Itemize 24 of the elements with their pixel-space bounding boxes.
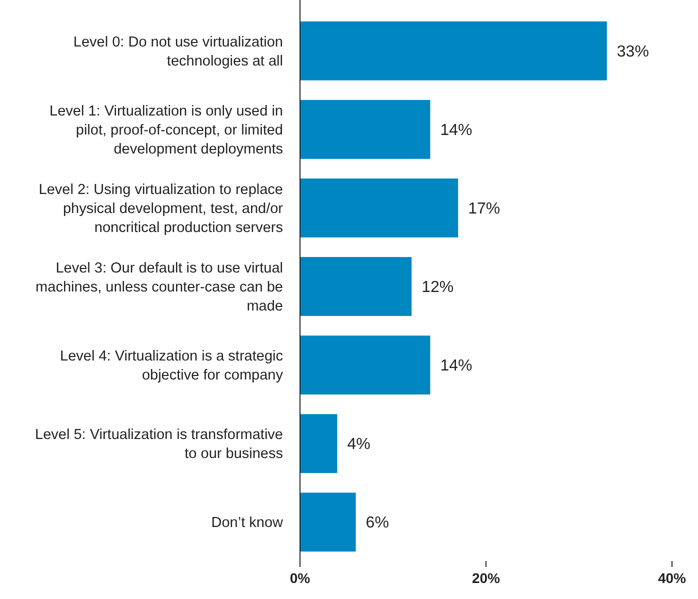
data-label: 12% xyxy=(422,279,454,296)
x-tick-label: 0% xyxy=(290,570,311,586)
data-label: 14% xyxy=(440,122,472,140)
data-label: 6% xyxy=(366,514,389,532)
y-tick-label: Level 3: Our default is to use virtual machines, unless counter-case can be made xyxy=(36,260,283,315)
y-tick-label: Level 5: Virtualization is transformative to our business xyxy=(35,427,283,462)
bar xyxy=(300,336,430,394)
x-tick-label: 20% xyxy=(472,570,501,586)
bar xyxy=(300,257,412,316)
bar xyxy=(300,492,356,552)
data-label: 4% xyxy=(347,436,370,454)
y-tick-label: Level 2: Using virtualization to replace physical development, test, and/or noncritical production servers xyxy=(38,182,284,236)
y-tick-label: Level 1: Virtualization is only used in pilot, proof-of-concept, or limited development deployments xyxy=(50,103,283,158)
y-tick-label: Level 4: Virtualization is a strategic objective for company xyxy=(60,348,284,384)
bar xyxy=(300,414,338,474)
y-tick-label: Don’t know xyxy=(211,515,284,532)
bar xyxy=(300,100,430,159)
data-label: 14% xyxy=(440,358,472,375)
data-label: 33% xyxy=(616,43,649,60)
x-tick-label: 40% xyxy=(658,570,687,586)
bar xyxy=(300,21,607,80)
bar xyxy=(300,178,458,238)
y-tick-label: Level 0: Do not use virtualization technologies at all xyxy=(73,34,283,70)
data-label: 17% xyxy=(468,200,500,218)
